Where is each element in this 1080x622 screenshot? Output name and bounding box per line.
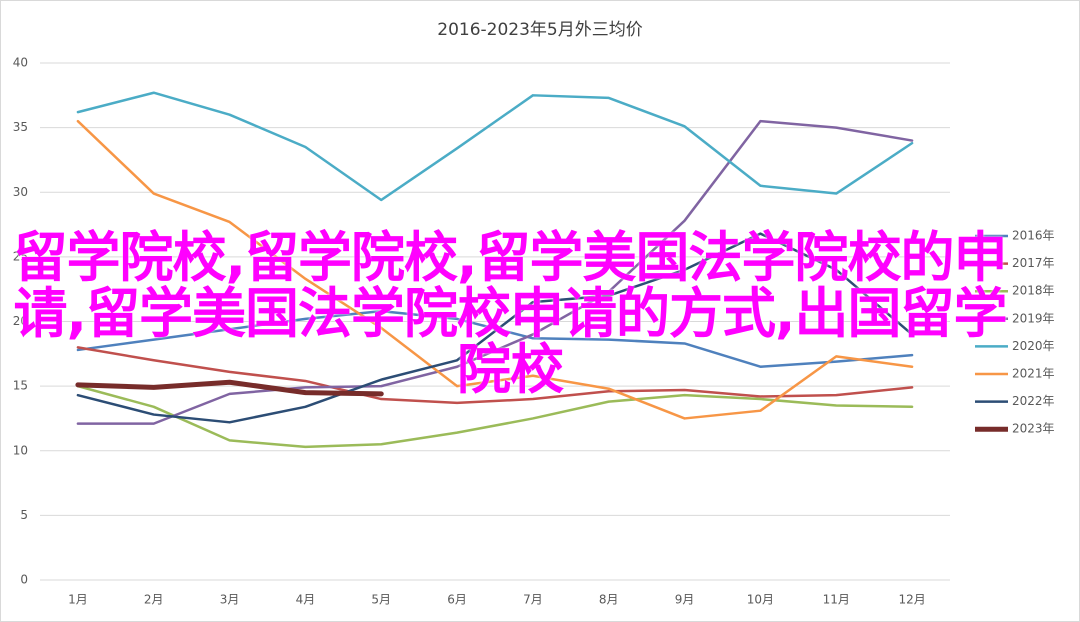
series-line: [76, 119, 914, 425]
x-tick-label: 1月: [68, 593, 88, 607]
series-line: [76, 346, 914, 405]
series-line: [76, 119, 914, 420]
x-tick-label: 10月: [747, 593, 774, 607]
y-tick-label: 5: [20, 508, 28, 522]
y-tick-label: 30: [13, 185, 28, 199]
x-tick-label: 8月: [599, 593, 619, 607]
x-tick-label: 7月: [523, 593, 543, 607]
x-tick-label: 3月: [220, 593, 240, 607]
x-tick-label: 11月: [823, 593, 850, 607]
x-tick-label: 12月: [898, 593, 925, 607]
y-tick-label: 40: [13, 56, 28, 70]
legend-label: 2019年: [1012, 311, 1055, 325]
series-line: [75, 379, 384, 397]
legend-label: 2021年: [1012, 367, 1055, 381]
y-tick-label: 35: [13, 120, 28, 134]
legend-label: 2017年: [1012, 256, 1055, 270]
chart-title: 2016-2023年5月外三均价: [437, 20, 642, 40]
overlay-text: 留学院校,留学院校,留学美国法学院校的申请,留学美国法学院校申请的方式,出国留学…: [13, 226, 1007, 401]
series-line: [76, 232, 914, 424]
x-tick-label: 5月: [371, 593, 391, 607]
legend-label: 2020年: [1012, 339, 1055, 353]
legend-label: 2016年: [1012, 229, 1055, 243]
y-tick-label: 0: [20, 573, 28, 587]
legend-label: 2023年: [1012, 422, 1055, 436]
series-line: [76, 309, 914, 368]
x-tick-label: 6月: [447, 593, 467, 607]
y-tick-label: 15: [13, 379, 28, 393]
x-tick-label: 4月: [296, 593, 316, 607]
series-line: [76, 91, 914, 202]
y-tick-label: 25: [13, 249, 28, 263]
y-tick-label: 10: [13, 443, 28, 457]
x-tick-label: 9月: [675, 593, 695, 607]
legend-label: 2018年: [1012, 284, 1055, 298]
y-tick-label: 20: [13, 314, 28, 328]
legend-label: 2022年: [1012, 394, 1055, 408]
x-tick-label: 2月: [144, 593, 164, 607]
